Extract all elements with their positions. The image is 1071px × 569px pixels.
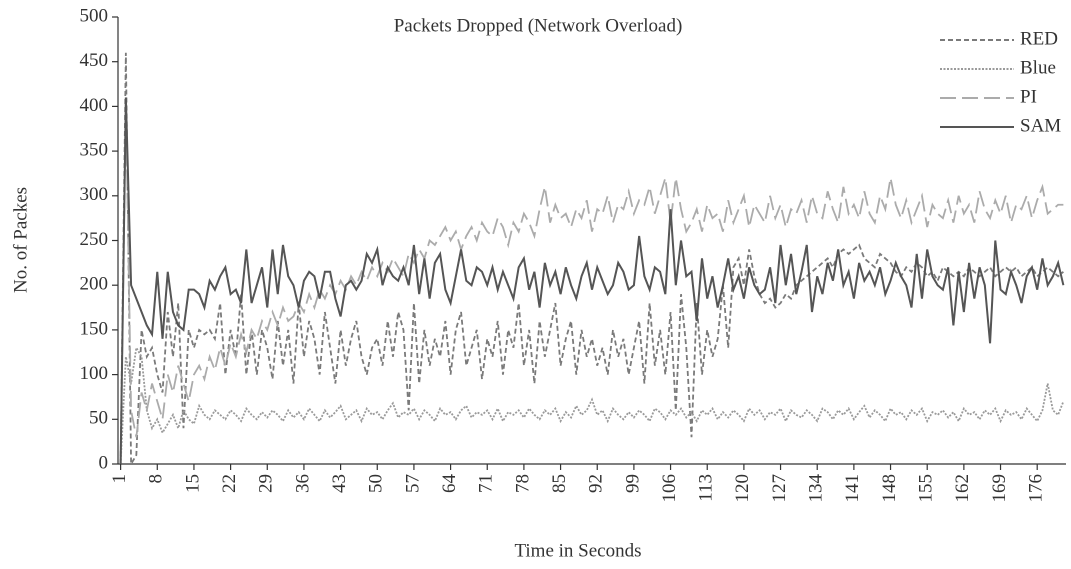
- x-tick-label: 162: [952, 474, 973, 503]
- x-tick-label: 106: [659, 474, 680, 503]
- x-tick-label: 169: [989, 474, 1010, 503]
- y-tick-label: 200: [80, 274, 109, 295]
- x-tick-label: 176: [1026, 474, 1047, 503]
- x-tick-label: 134: [806, 474, 827, 503]
- x-tick-label: 92: [586, 474, 607, 493]
- x-tick-label: 50: [366, 474, 387, 493]
- x-tick-label: 64: [439, 474, 460, 494]
- x-tick-label: 155: [916, 474, 937, 503]
- x-tick-label: 127: [769, 474, 790, 503]
- legend-label: Blue: [1020, 57, 1056, 78]
- y-tick-label: 150: [80, 318, 109, 339]
- x-tick-label: 148: [879, 474, 900, 503]
- series-line: [119, 97, 1064, 465]
- legend-label: SAM: [1020, 115, 1061, 136]
- y-tick-label: 250: [80, 229, 109, 250]
- series-line: [119, 97, 1065, 465]
- x-tick-label: 15: [182, 474, 203, 493]
- series-line: [119, 345, 1065, 465]
- x-tick-label: 120: [732, 474, 753, 503]
- x-tick-label: 36: [292, 474, 313, 493]
- y-tick-label: 50: [89, 408, 108, 429]
- y-tick-label: 500: [80, 5, 109, 26]
- y-tick-label: 300: [80, 184, 109, 205]
- legend-label: RED: [1020, 28, 1058, 49]
- chart-title: Packets Dropped (Network Overload): [394, 15, 683, 36]
- legend-label: PI: [1020, 86, 1037, 107]
- x-tick-label: 8: [146, 474, 167, 484]
- x-tick-label: 99: [622, 474, 643, 493]
- x-tick-label: 78: [512, 474, 533, 493]
- x-tick-label: 141: [842, 474, 863, 503]
- x-tick-label: 85: [549, 474, 570, 493]
- x-tick-label: 1: [109, 474, 130, 484]
- y-tick-label: 450: [80, 50, 109, 71]
- x-tick-label: 29: [256, 474, 277, 493]
- y-tick-label: 0: [99, 452, 109, 473]
- series-line: [119, 52, 1064, 468]
- x-tick-label: 57: [402, 474, 423, 493]
- y-tick-label: 400: [80, 95, 109, 116]
- x-tick-label: 113: [696, 474, 717, 502]
- y-axis-label: No. of Packes: [10, 187, 31, 293]
- x-tick-label: 71: [476, 474, 497, 493]
- x-tick-label: 43: [329, 474, 350, 493]
- y-tick-label: 100: [80, 363, 109, 384]
- x-axis-label: Time in Seconds: [514, 540, 641, 561]
- x-tick-label: 22: [219, 474, 240, 493]
- y-tick-label: 350: [80, 139, 109, 160]
